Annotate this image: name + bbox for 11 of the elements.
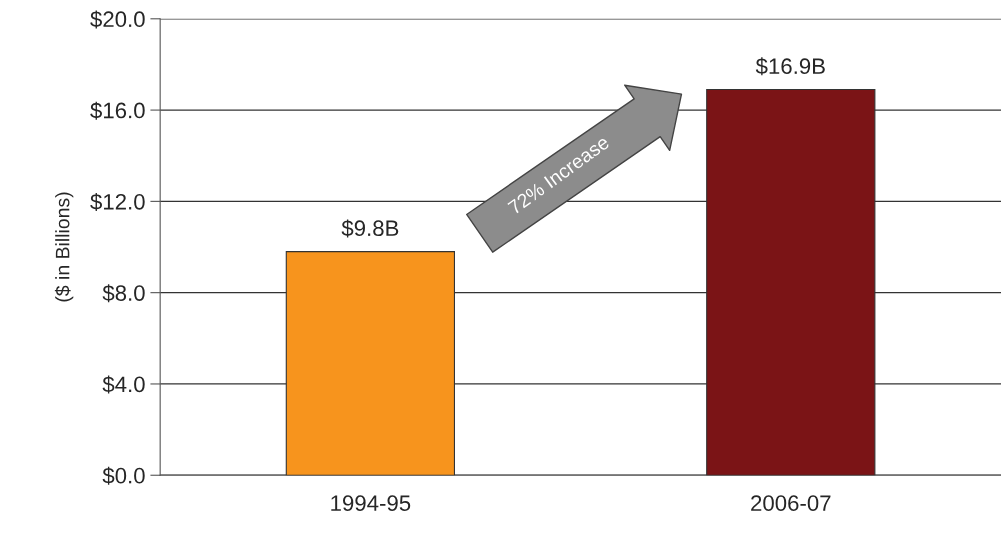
x-tick-label: 1994-95 xyxy=(331,495,411,512)
y-tick-label: $0.0 xyxy=(102,466,145,485)
y-tick-label: $16.0 xyxy=(90,101,145,120)
y-tick-label: $20.0 xyxy=(90,10,145,29)
y-tick-label: $12.0 xyxy=(90,192,145,211)
y-tick-label: $8.0 xyxy=(102,284,145,303)
y-axis-title: ($ in Billions) xyxy=(54,192,74,302)
data-label: $16.9B xyxy=(755,57,825,76)
data-label: $9.8B xyxy=(341,219,399,238)
x-tick-label: 2006-07 xyxy=(751,495,831,512)
y-tick-label: $4.0 xyxy=(102,375,145,394)
